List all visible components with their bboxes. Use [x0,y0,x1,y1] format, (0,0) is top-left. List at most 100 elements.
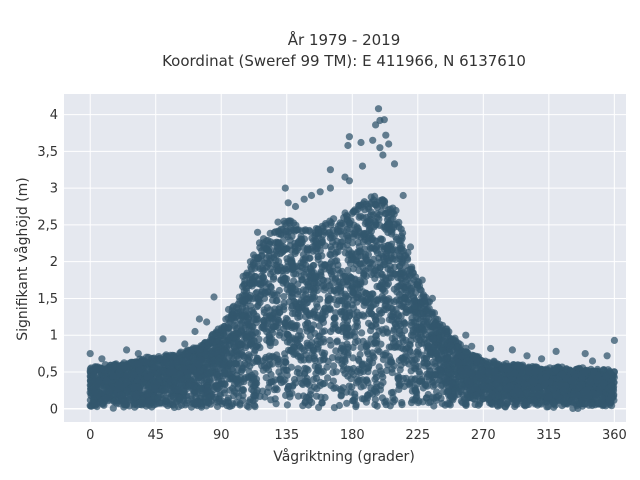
data-point [284,331,292,339]
data-point [398,234,406,242]
data-point [422,380,430,388]
data-point [385,246,393,254]
data-point [293,226,301,234]
data-point [395,218,403,226]
data-point [322,308,330,316]
data-point [301,307,309,315]
data-point [109,363,117,371]
data-point [349,233,358,241]
data-point [512,397,521,405]
data-point [290,298,298,306]
data-point [429,335,437,343]
data-point [371,267,379,275]
data-point [371,401,379,409]
data-point [256,344,264,352]
data-point [280,243,288,251]
data-point [398,259,406,267]
data-point [329,368,337,377]
data-point [252,328,260,336]
data-point [249,397,257,405]
data-point [385,206,393,214]
data-point [354,284,362,292]
data-point [397,267,405,275]
data-point [183,358,191,366]
data-point [385,221,394,229]
data-point [497,399,505,407]
data-point [164,402,172,410]
data-point [303,379,311,387]
data-point [407,367,415,375]
data-point [102,394,110,402]
data-point [483,360,491,368]
data-point [354,224,362,233]
data-point [395,329,404,338]
data-point [245,271,253,279]
data-point [444,387,452,395]
data-point [386,402,394,410]
data-point [235,339,243,347]
data-point [328,234,336,242]
data-point [155,399,163,407]
data-point [290,375,299,384]
data-point [401,285,409,293]
data-point [210,386,218,394]
data-point [359,263,367,272]
data-point [314,253,322,261]
data-point [189,398,198,406]
data-point [315,322,323,330]
data-point [324,357,332,366]
data-point [425,304,433,312]
data-point [371,221,379,229]
data-point [301,369,309,377]
data-point [305,393,313,401]
data-point [306,264,314,272]
data-point [349,208,357,216]
data-point [277,379,285,387]
data-point [417,298,426,306]
data-point [339,345,347,353]
data-point [327,270,335,278]
data-point [276,329,284,337]
data-point [344,256,352,264]
data-point [219,372,227,380]
data-point [271,338,279,346]
data-point [361,206,369,214]
data-point [272,297,280,305]
data-point [383,296,391,304]
data-point [324,374,332,382]
data-point [299,227,307,235]
data-point [390,327,398,335]
data-point [391,343,399,351]
data-point [389,388,397,396]
data-point [237,374,245,382]
data-point [415,397,423,405]
data-point [391,263,399,271]
data-point [283,401,291,409]
data-point [349,265,357,273]
data-point [330,384,338,392]
data-point [393,288,401,296]
data-point [448,336,456,344]
data-point [341,272,350,280]
data-point [403,344,411,352]
data-point [381,198,389,206]
data-point [364,379,372,387]
data-point [280,306,288,314]
data-point [411,356,419,364]
data-point [343,340,351,348]
data-point [229,384,237,392]
data-point [359,360,367,368]
data-point [326,217,334,225]
data-point [343,399,351,407]
data-point [277,372,285,380]
data-point [388,240,396,248]
data-point [269,268,277,276]
data-point [478,367,486,375]
data-point [378,394,386,402]
data-point [378,279,386,287]
data-point [485,376,493,384]
data-point [388,369,396,377]
data-point [267,378,275,386]
data-point [354,355,362,363]
data-point [306,245,314,253]
